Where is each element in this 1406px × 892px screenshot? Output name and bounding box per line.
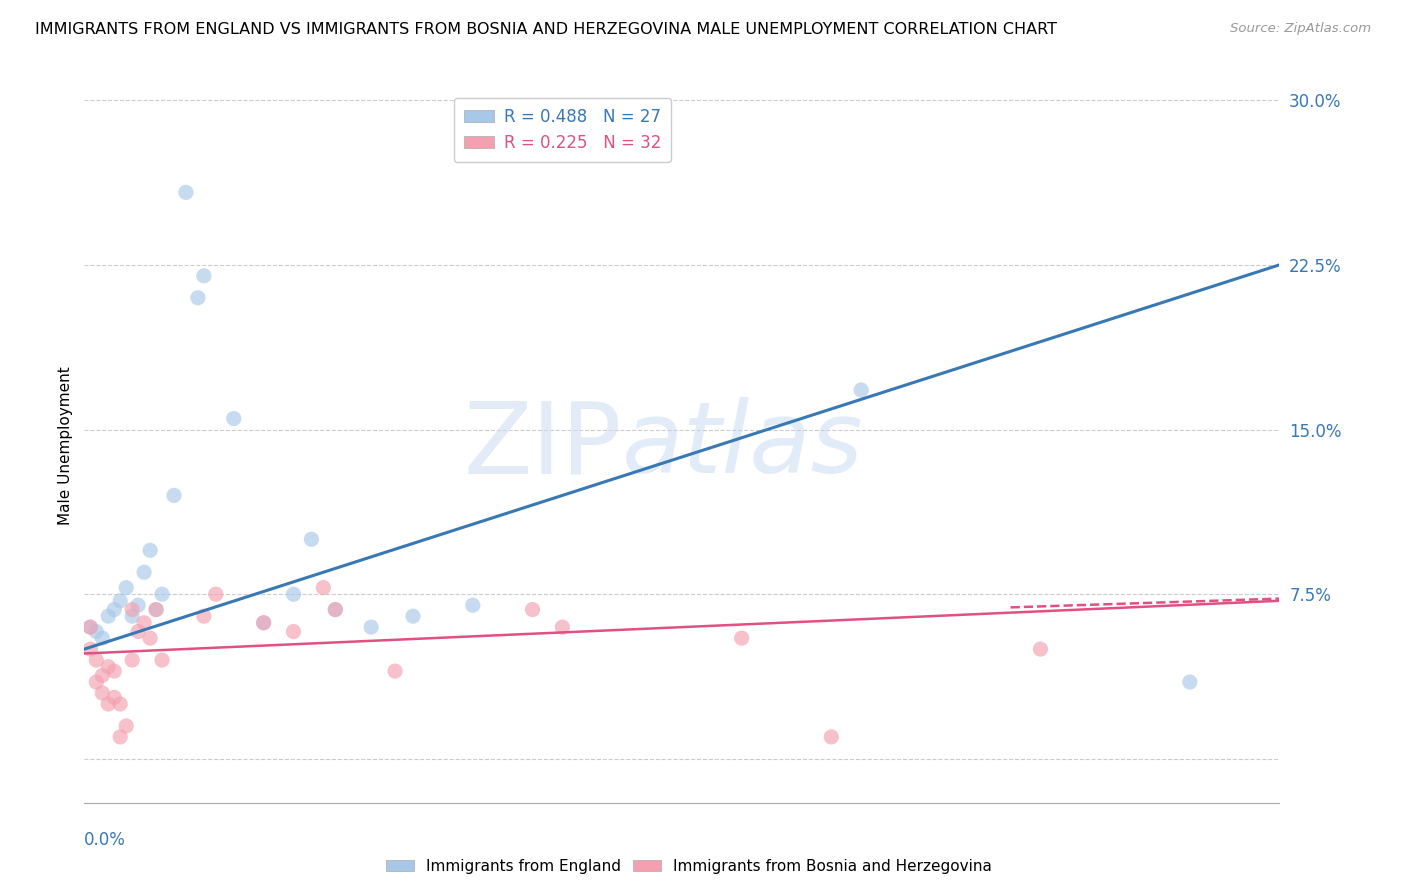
Point — [325, 602, 347, 616]
Point — [1178, 675, 1201, 690]
Point — [522, 602, 544, 616]
Point — [163, 488, 186, 502]
Point — [145, 602, 167, 616]
Text: atlas: atlas — [623, 398, 863, 494]
Point — [325, 602, 347, 616]
Point — [86, 653, 108, 667]
Point — [110, 594, 132, 608]
Point — [174, 186, 197, 200]
Point — [97, 697, 120, 711]
Point — [103, 602, 125, 616]
Point — [132, 566, 156, 580]
Point — [253, 615, 276, 630]
Point — [86, 675, 108, 690]
Point — [301, 533, 323, 547]
Point — [79, 620, 101, 634]
Point — [139, 543, 162, 558]
Point — [551, 620, 574, 634]
Point — [193, 609, 215, 624]
Point — [110, 697, 132, 711]
Point — [150, 587, 173, 601]
Point — [91, 631, 114, 645]
Point — [97, 659, 120, 673]
Text: Source: ZipAtlas.com: Source: ZipAtlas.com — [1230, 22, 1371, 36]
Text: IMMIGRANTS FROM ENGLAND VS IMMIGRANTS FROM BOSNIA AND HERZEGOVINA MALE UNEMPLOYM: IMMIGRANTS FROM ENGLAND VS IMMIGRANTS FR… — [35, 22, 1057, 37]
Point — [283, 624, 305, 639]
Legend: R = 0.488   N = 27, R = 0.225   N = 32: R = 0.488 N = 27, R = 0.225 N = 32 — [454, 97, 671, 161]
Point — [121, 609, 143, 624]
Point — [115, 719, 138, 733]
Point — [193, 268, 215, 283]
Point — [86, 624, 108, 639]
Point — [283, 587, 305, 601]
Point — [139, 631, 162, 645]
Point — [127, 598, 149, 612]
Point — [145, 602, 167, 616]
Point — [205, 587, 228, 601]
Point — [461, 598, 484, 612]
Point — [132, 615, 156, 630]
Point — [115, 581, 138, 595]
Point — [820, 730, 842, 744]
Point — [1029, 642, 1052, 657]
Point — [312, 581, 335, 595]
Text: 0.0%: 0.0% — [84, 831, 127, 849]
Point — [851, 383, 873, 397]
Point — [91, 668, 114, 682]
Point — [121, 653, 143, 667]
Point — [150, 653, 173, 667]
Point — [731, 631, 754, 645]
Point — [79, 642, 101, 657]
Point — [222, 411, 245, 425]
Point — [97, 609, 120, 624]
Point — [360, 620, 382, 634]
Point — [402, 609, 425, 624]
Point — [110, 730, 132, 744]
Text: ZIP: ZIP — [464, 398, 623, 494]
Point — [187, 291, 209, 305]
Y-axis label: Male Unemployment: Male Unemployment — [58, 367, 73, 525]
Point — [384, 664, 406, 678]
Point — [103, 664, 125, 678]
Point — [253, 615, 276, 630]
Legend: Immigrants from England, Immigrants from Bosnia and Herzegovina: Immigrants from England, Immigrants from… — [380, 853, 998, 880]
Point — [121, 602, 143, 616]
Point — [91, 686, 114, 700]
Point — [103, 690, 125, 705]
Point — [127, 624, 149, 639]
Point — [79, 620, 101, 634]
